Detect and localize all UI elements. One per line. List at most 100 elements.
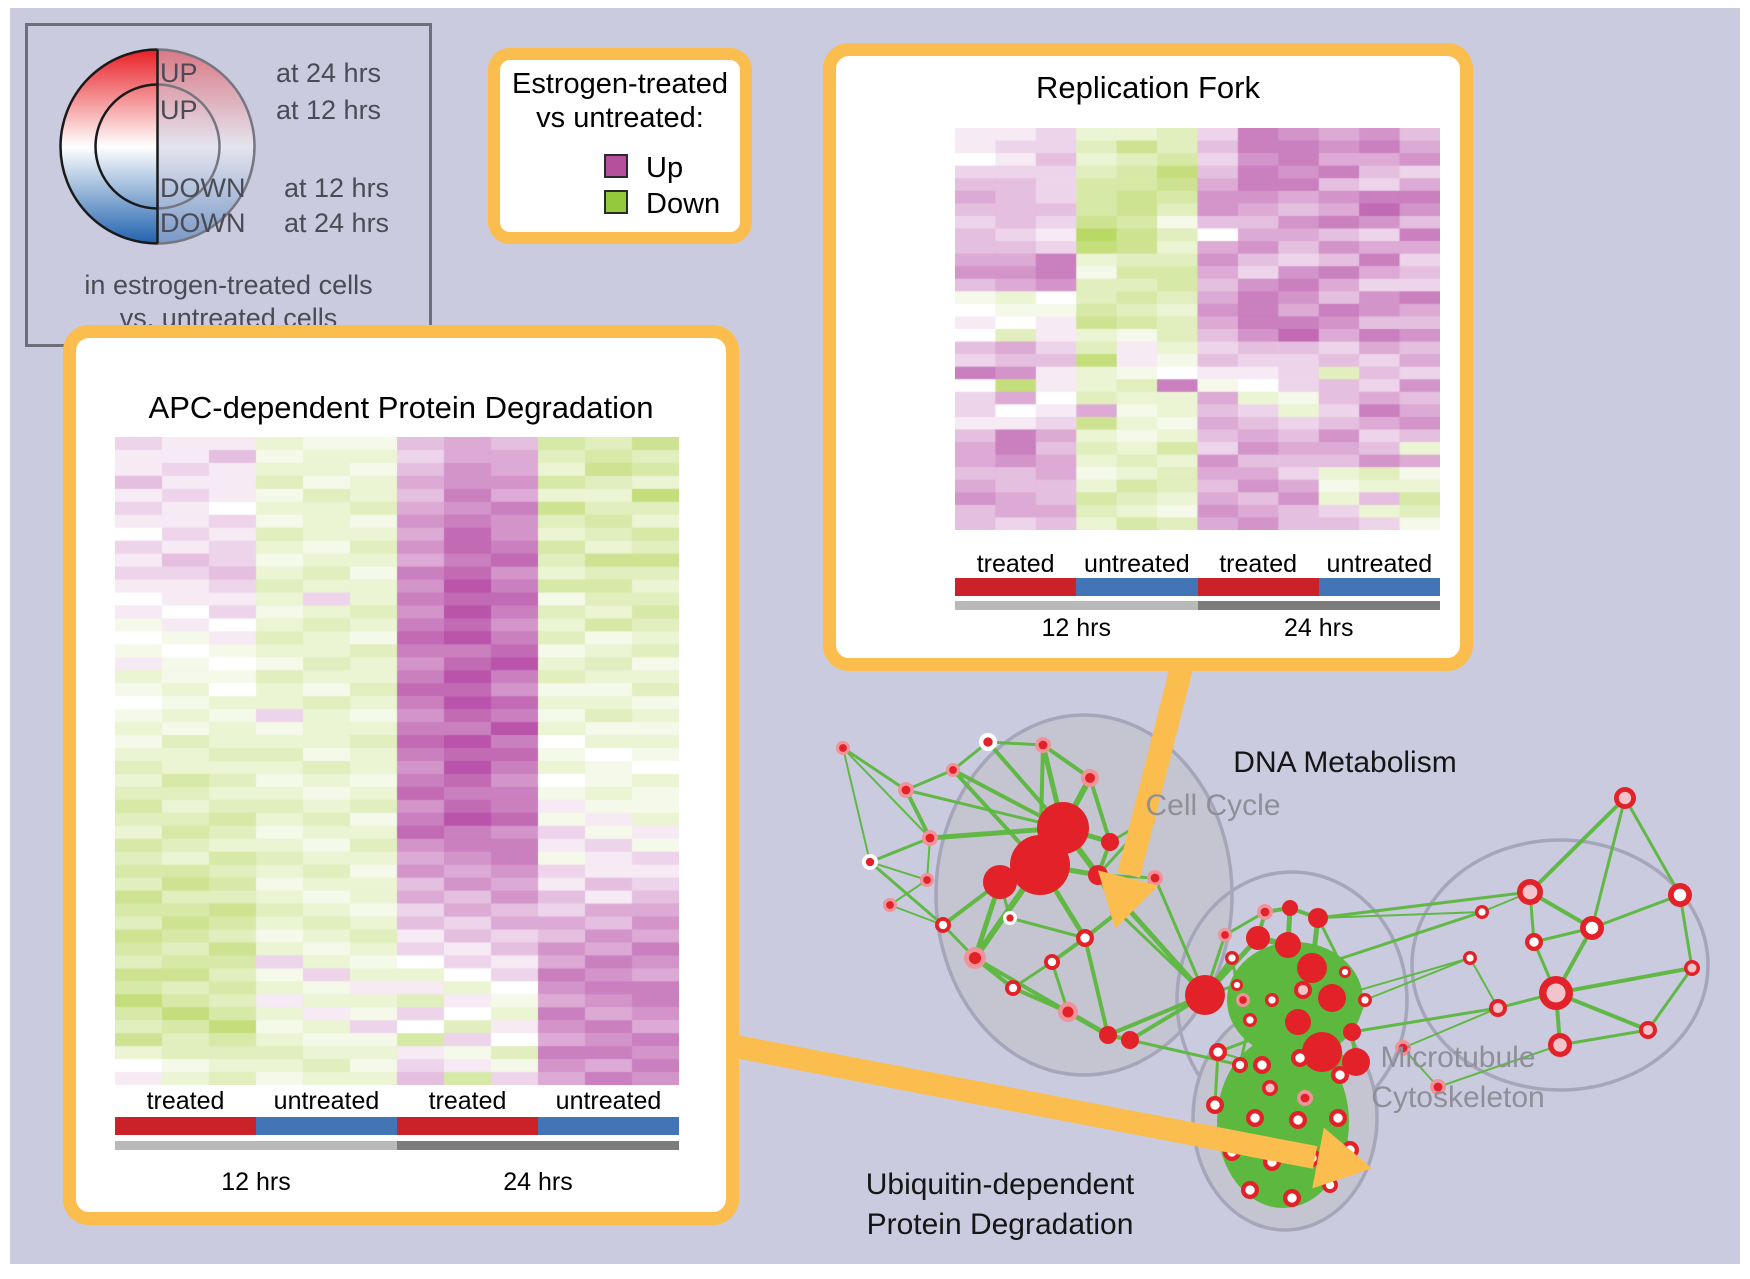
node-circle <box>1295 1053 1305 1063</box>
network-node-ring-white <box>1289 1111 1307 1129</box>
condition-bar-untreated <box>1076 578 1198 596</box>
node-circle <box>1618 791 1632 805</box>
condition-bar-untreated <box>1318 578 1440 596</box>
network-edge <box>1083 937 1110 1036</box>
network-node-solid <box>1010 835 1070 895</box>
time-label: 24 hrs <box>503 1168 573 1196</box>
network-edge <box>869 836 931 864</box>
node-circle <box>983 865 1017 899</box>
network-node-solid <box>1308 908 1328 928</box>
network-edge <box>1528 796 1627 894</box>
node-circle <box>1642 1024 1654 1036</box>
network-node-halo-pink <box>1058 1002 1078 1022</box>
apc-time-labels: 12 hrs 24 hrs <box>115 1168 679 1197</box>
network-node-ring-white <box>1580 916 1604 940</box>
apc-condition-labels: treated untreated treated untreated <box>115 1087 679 1116</box>
node-circle <box>1008 983 1018 993</box>
network-node-ring-white <box>1329 1109 1347 1127</box>
node-circle <box>1585 921 1599 935</box>
network-edge <box>889 879 928 906</box>
network-node-solid <box>1246 926 1270 950</box>
network-node-solid <box>1099 1026 1117 1044</box>
node-circle <box>1673 888 1687 902</box>
replication-fork-condition-labels: treated untreated treated untreated <box>955 550 1440 579</box>
network-node-ring-white <box>1283 1189 1301 1207</box>
network-node-ring-white <box>1246 1109 1264 1127</box>
node-circle <box>1245 1185 1255 1195</box>
arrow-replication-fork-to-dna-metabolism-shaft <box>1117 647 1198 878</box>
network-node-solid <box>983 865 1017 899</box>
node-circle <box>983 737 993 747</box>
network-node-halo-white <box>979 733 997 751</box>
network-node-solid <box>1275 932 1301 958</box>
label-line: DNA Metabolism <box>1233 746 1457 779</box>
network-node-ring-pink <box>1614 787 1636 809</box>
network-node-ring-white <box>1076 929 1094 947</box>
node-circle <box>1101 833 1119 851</box>
node-circle <box>1300 1093 1310 1103</box>
replication-fork-time-labels: 12 hrs 24 hrs <box>955 614 1440 643</box>
network-edge <box>1129 1038 1241 1067</box>
condition-label: untreated <box>1326 550 1433 578</box>
node-circle <box>1687 963 1697 973</box>
network-node-halo-pink <box>836 741 850 755</box>
network-node-halo-pink <box>1257 904 1273 920</box>
network-edge <box>1437 1044 1561 1088</box>
arrow-apc-to-ubiquitin-head <box>1312 1127 1373 1189</box>
network-node-ring-pink <box>1262 1080 1278 1096</box>
node-circle <box>1228 954 1236 962</box>
replication-fork-heatmap <box>955 128 1440 530</box>
key-down-12-word: DOWN <box>160 173 246 203</box>
updown-key-box: UP at 24 hrs UP at 12 hrs DOWN at 12 hrs… <box>25 23 432 347</box>
network-edge <box>1364 957 1471 1001</box>
network-node-ring-white <box>1291 1049 1309 1067</box>
network-node-ring-white <box>935 917 951 933</box>
replication-fork-title: Replication Fork <box>1036 70 1260 105</box>
node-circle <box>1342 1048 1370 1076</box>
network-node-ring-pink <box>1294 981 1312 999</box>
network-edge <box>842 747 871 863</box>
network-node-halo-pink <box>1035 737 1051 753</box>
node-circle <box>1466 954 1474 962</box>
network-node-halo-pink <box>1218 928 1232 942</box>
node-circle <box>1246 926 1270 950</box>
network-node-halo-pink <box>1147 870 1163 886</box>
network-edge <box>1402 1047 1439 1088</box>
replication-fork-time-bars <box>955 601 1440 610</box>
network-node-halo-white <box>1003 911 1017 925</box>
network-edge <box>1469 957 1499 1009</box>
network-node-ring-white <box>1044 954 1060 970</box>
network-node-solid <box>1101 833 1119 851</box>
network-node-halo-pink <box>1430 1079 1446 1095</box>
network-edge <box>1012 986 1069 1014</box>
key-up-12-time: at 12 hrs <box>276 95 382 125</box>
node-circle <box>1233 981 1241 989</box>
time-bar-24hrs <box>397 1141 679 1150</box>
time-label: 12 hrs <box>221 1168 291 1196</box>
time-bar-24hrs <box>1197 601 1440 610</box>
network-edge <box>1331 957 1471 999</box>
network-node-ring-white <box>1225 951 1239 965</box>
node-circle <box>1235 1060 1245 1070</box>
condition-label: treated <box>428 1087 507 1115</box>
node-circle <box>1257 1060 1267 1070</box>
network-node-ring-white <box>1668 883 1692 907</box>
arrow-replication-fork-to-dna-metabolism-head <box>1097 870 1159 929</box>
node-circle <box>1333 1113 1343 1123</box>
condition-bar-untreated <box>256 1117 397 1135</box>
node-circle <box>1265 1083 1275 1093</box>
network-node-halo-pink <box>883 898 897 912</box>
condition-label: treated <box>1219 550 1298 578</box>
node-circle <box>1150 873 1160 883</box>
network-edge <box>1009 916 1086 940</box>
network-edge <box>1311 910 1483 970</box>
network-edge <box>842 747 931 839</box>
key-down-12-time: at 12 hrs <box>284 173 390 203</box>
network-node-solid <box>1297 953 1327 983</box>
network-node-solid <box>1318 984 1346 1012</box>
direction-legend-title-line1: Estrogen-treated <box>511 68 728 100</box>
network-node-solid <box>1285 1009 1311 1035</box>
node-circle <box>1285 1009 1311 1035</box>
network-edge <box>904 789 932 839</box>
